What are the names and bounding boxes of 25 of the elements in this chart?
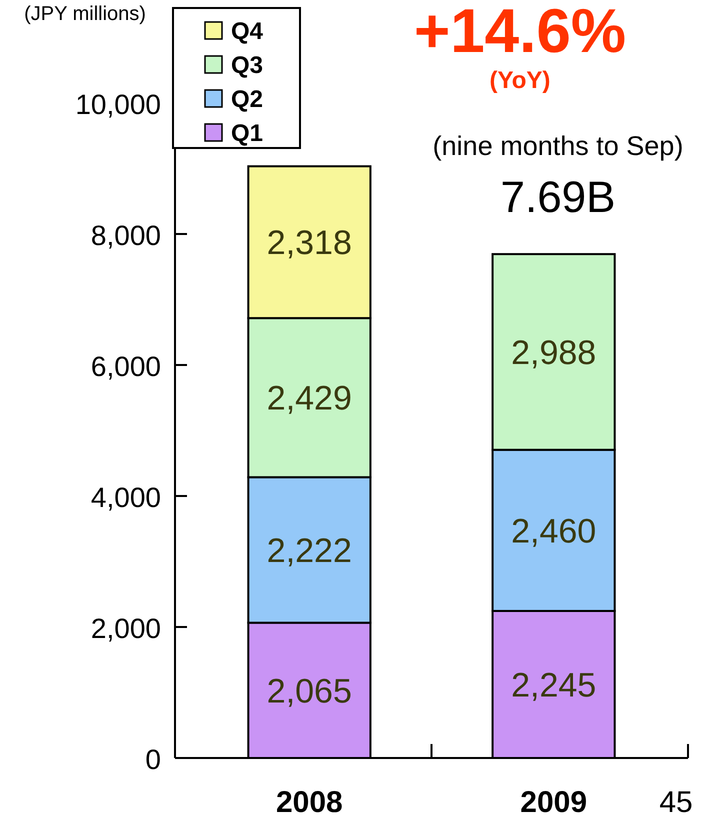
data-label: 2,065 <box>266 672 352 710</box>
data-label: 2,222 <box>266 532 352 570</box>
annotation: 7.69B <box>500 173 616 222</box>
legend-label: Q3 <box>231 52 264 79</box>
x-tick-label: 2008 <box>276 786 343 819</box>
y-tick-label: 2,000 <box>90 613 161 644</box>
data-label: 2,318 <box>266 224 352 262</box>
y-tick-label: 10,000 <box>75 89 161 120</box>
y-tick-label: 0 <box>145 744 161 775</box>
y-tick-label: 4,000 <box>90 482 161 513</box>
data-label: 2,988 <box>511 334 596 372</box>
text: (YoY) <box>490 67 550 94</box>
text: +14.6% <box>414 0 626 66</box>
legend-label: Q1 <box>231 120 264 147</box>
y-tick-label: 6,000 <box>90 351 161 382</box>
data-label: 2,460 <box>511 512 596 550</box>
annotation: (nine months to Sep) <box>432 131 684 161</box>
legend-label: Q2 <box>231 86 264 113</box>
data-label: 2,429 <box>266 380 352 418</box>
legend-label: Q4 <box>231 18 264 45</box>
data-label: 2,245 <box>511 666 596 704</box>
y-axis-title: (JPY millions) <box>24 3 146 25</box>
x-tick-label: 2009 <box>520 786 588 819</box>
text: 45 <box>659 786 693 819</box>
y-tick-label: 8,000 <box>90 220 161 251</box>
